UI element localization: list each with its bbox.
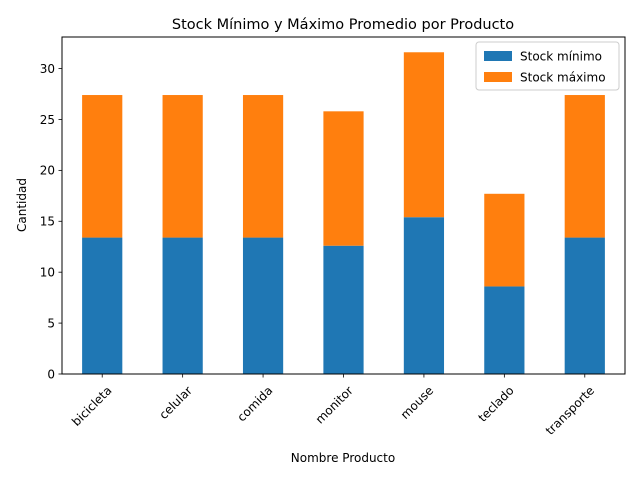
chart-title: Stock Mínimo y Máximo Promedio por Produ… <box>172 17 514 33</box>
legend-swatch-stock-minimo <box>484 51 512 61</box>
y-tick-label: 30 <box>40 62 55 76</box>
legend: Stock mínimo Stock máximo <box>475 41 620 91</box>
y-tick-label: 10 <box>40 265 55 279</box>
y-tick-label: 25 <box>40 113 55 127</box>
bar-comida-stock-maximo <box>242 95 284 238</box>
y-axis-title: Cantidad <box>15 178 29 232</box>
bar-celular-stock-maximo <box>162 95 203 238</box>
x-tick-label-mouse: mouse <box>398 383 436 421</box>
x-tick-label-celular: celular <box>156 383 195 422</box>
y-tick-label: 5 <box>47 316 55 330</box>
legend-label-stock-maximo: Stock máximo <box>520 71 606 85</box>
x-axis-title: Nombre Producto <box>291 451 395 465</box>
y-tick-label: 20 <box>40 164 55 178</box>
bar-bicicleta-stock-maximo <box>82 95 123 238</box>
x-tick-label-bicicleta: bicicleta <box>69 383 114 428</box>
bar-monitor-stock-minimo <box>323 245 364 374</box>
plot-frame <box>61 36 626 375</box>
legend-label-stock-minimo: Stock mínimo <box>520 50 602 64</box>
y-tick-label: 15 <box>40 215 55 229</box>
bar-bicicleta-stock-minimo <box>82 237 123 374</box>
x-tick-label-monitor: monitor <box>313 383 356 426</box>
bar-mouse-stock-minimo <box>403 217 445 374</box>
bar-teclado-stock-minimo <box>484 286 525 374</box>
y-axis: 0 5 10 15 20 25 30 <box>40 62 62 381</box>
bar-mouse-stock-maximo <box>403 52 445 218</box>
bar-monitor-stock-maximo <box>323 111 364 246</box>
x-tick-label-teclado: teclado <box>475 383 516 424</box>
y-tick-label: 0 <box>47 367 55 381</box>
x-tick-label-transporte: transporte <box>543 383 597 437</box>
x-axis: bicicleta celular comida monitor mouse teclad… <box>69 374 597 438</box>
legend-swatch-stock-maximo <box>484 72 512 82</box>
bar-teclado-stock-maximo <box>484 193 525 287</box>
bar-transporte-stock-maximo <box>564 95 605 238</box>
bars-group <box>82 52 605 374</box>
bar-celular-stock-minimo <box>162 237 203 374</box>
bar-comida-stock-minimo <box>242 237 284 374</box>
x-tick-label-comida: comida <box>234 383 275 424</box>
bar-transporte-stock-minimo <box>564 237 605 374</box>
